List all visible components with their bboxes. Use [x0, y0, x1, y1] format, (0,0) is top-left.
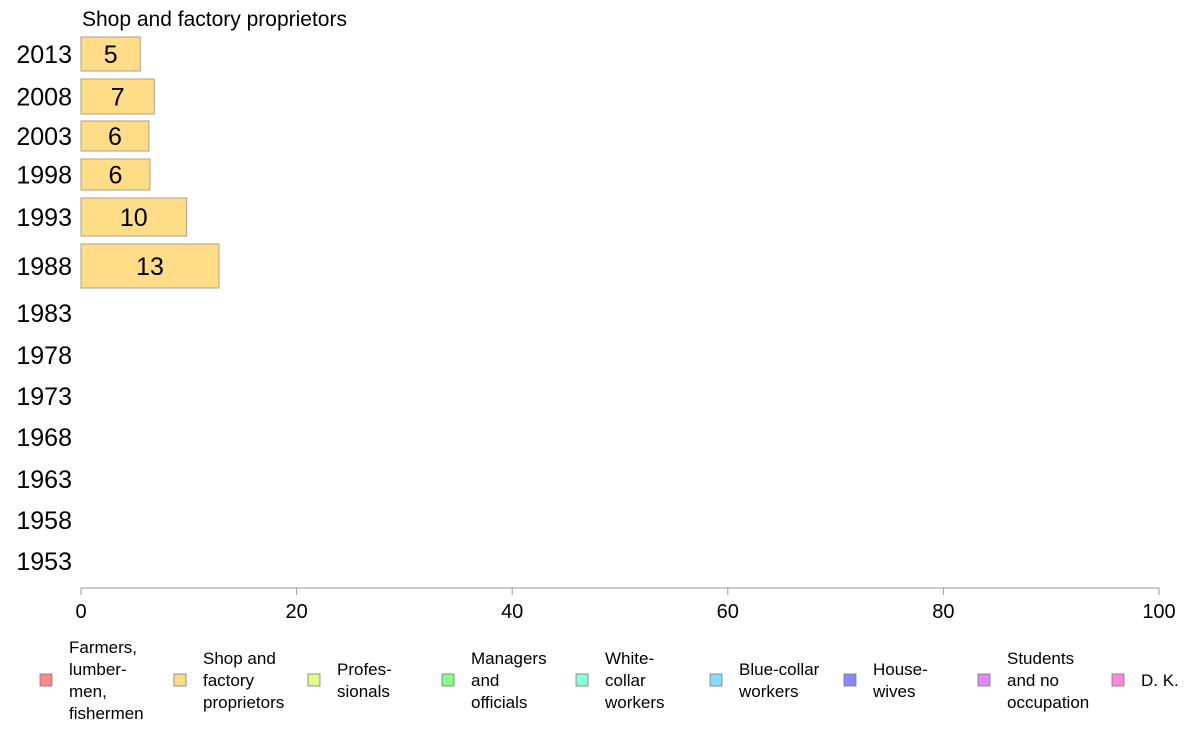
legend-label-5-line-0: Blue-collar [739, 660, 820, 679]
legend-label-7-line-2: occupation [1007, 693, 1089, 712]
x-tick-label-60: 60 [717, 601, 739, 623]
legend-swatch-3 [441, 673, 455, 687]
x-tick-label-0: 0 [75, 601, 86, 623]
year-label-1953: 1953 [16, 548, 72, 576]
bar-2008 [80, 78, 155, 115]
legend-label-0-line-3: fishermen [69, 704, 144, 723]
year-label-2013: 2013 [16, 41, 72, 69]
legend-label-0-line-2: men, [69, 682, 107, 701]
year-label-1973: 1973 [16, 383, 72, 411]
year-label-1988: 1988 [16, 253, 72, 281]
legend: Farmers, lumber-men, fishermen Shop and fact… [39, 638, 1179, 723]
legend-label-1-line-0: Shop and [203, 649, 276, 668]
legend-swatch-5 [709, 673, 723, 687]
bar-2003 [80, 120, 150, 152]
legend-swatch-4 [575, 673, 589, 687]
rows: 2013 5 2008 7 2003 6 1998 6 1993 10 1988 13 1983 1978… [16, 36, 220, 576]
bar-1998 [80, 158, 151, 191]
legend-swatch-0 [39, 673, 53, 687]
bar-2013 [80, 36, 141, 72]
legend-label-4-line-2: workers [604, 693, 665, 712]
legend-swatch-2 [307, 673, 321, 687]
year-label-1958: 1958 [16, 507, 72, 535]
year-label-1998: 1998 [16, 162, 72, 190]
legend-label-3-line-2: officials [471, 693, 527, 712]
x-tick-label-40: 40 [501, 601, 523, 623]
legend-label-2-line-1: sionals [337, 682, 390, 701]
legend-label-0-line-0: Farmers, [69, 638, 137, 657]
legend-label-7-line-1: and no [1007, 671, 1059, 690]
legend-label-6-line-0: House- [873, 660, 928, 679]
bar-value-label-1998: 6 [109, 162, 123, 190]
legend-swatch-6 [843, 673, 857, 687]
x-axis: 0 20 40 60 80 100 [75, 587, 1176, 623]
bar-1993 [80, 197, 188, 237]
bar-value-label-1993: 10 [120, 204, 148, 232]
chart-title: Shop and factory proprietors [82, 8, 347, 31]
legend-label-3-line-0: Managers [471, 649, 547, 668]
bar-value-label-2008: 7 [111, 84, 125, 112]
year-label-2008: 2008 [16, 84, 72, 112]
legend-label-1-line-1: factory [203, 671, 255, 690]
legend-swatch-1 [173, 673, 187, 687]
legend-label-0-line-1: lumber- [69, 660, 127, 679]
x-tick-label-80: 80 [932, 601, 954, 623]
legend-label-8-line-0: D. K. [1141, 671, 1179, 690]
year-label-1993: 1993 [16, 204, 72, 232]
legend-label-1-line-2: proprietors [203, 693, 284, 712]
year-label-1963: 1963 [16, 466, 72, 494]
bar-value-label-2003: 6 [108, 123, 122, 151]
legend-label-3-line-1: and [471, 671, 499, 690]
year-label-1978: 1978 [16, 342, 72, 370]
bar-value-label-1988: 13 [136, 253, 164, 281]
legend-label-4-line-1: collar [605, 671, 646, 690]
x-tick-label-20: 20 [285, 601, 307, 623]
legend-label-2-line-0: Profes- [337, 660, 392, 679]
year-label-1968: 1968 [16, 424, 72, 452]
year-label-1983: 1983 [16, 300, 72, 328]
year-label-2003: 2003 [16, 123, 72, 151]
x-tick-label-100: 100 [1142, 601, 1175, 623]
legend-label-6-line-1: wives [872, 682, 916, 701]
legend-swatch-8 [1111, 673, 1125, 687]
bar-1988 [80, 243, 220, 289]
legend-label-5-line-1: workers [738, 682, 799, 701]
legend-label-4-line-0: White- [605, 649, 654, 668]
legend-label-7-line-0: Students [1007, 649, 1074, 668]
bar-value-label-2013: 5 [104, 41, 118, 69]
legend-swatch-7 [977, 673, 991, 687]
